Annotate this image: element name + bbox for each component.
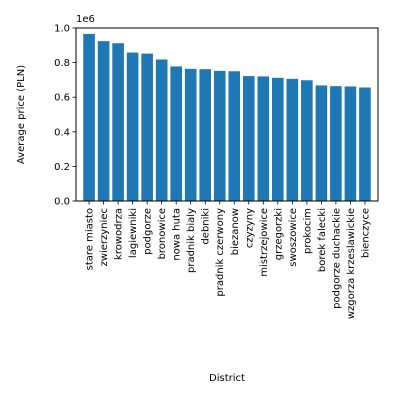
y-tick-label: 0.0 <box>54 197 70 208</box>
bar-bronowice <box>155 59 168 202</box>
bar-nowa-huta <box>170 66 182 201</box>
x-tick-label: stare miasto <box>85 208 96 270</box>
x-tick-label: wzgorza krzeslawickie <box>346 208 357 319</box>
y-axis-label: Average price (PLN) <box>16 65 27 164</box>
y-tick-label: 0.2 <box>54 162 70 173</box>
bar-czyzyny <box>242 76 255 201</box>
bar-wzgorza-krzeslawickie <box>344 86 357 201</box>
x-tick-label: podgorze duchackie <box>331 208 342 309</box>
x-tick-label: pradnik bialy <box>186 208 197 273</box>
x-tick-label: borek falecki <box>317 208 328 272</box>
x-tick-label: czyzyny <box>244 208 255 248</box>
bar-biezanow <box>228 71 241 201</box>
bar-prokocim <box>301 80 313 201</box>
bar-podgorze <box>141 53 153 201</box>
y-tick-label: 0.8 <box>54 58 70 69</box>
bar-pradnik-bialy <box>184 68 197 201</box>
y-tick-label: 0.4 <box>54 127 70 138</box>
bar-grzegorzki <box>272 77 284 201</box>
x-axis-label: District <box>209 373 245 384</box>
x-tick-label: podgorze <box>143 208 154 255</box>
x-tick-label: krowodrza <box>114 208 125 260</box>
bars-group <box>83 33 371 202</box>
x-tick-label: bienczyce <box>360 208 371 258</box>
x-tick-label: biezanow <box>230 208 241 255</box>
bar-borek-falecki <box>315 85 328 201</box>
y-tick-label: 1.0 <box>54 24 70 35</box>
bar-zwierzyniec <box>97 41 110 202</box>
x-tick-label: lagiewniki <box>128 208 139 258</box>
x-tick-label: bronowice <box>157 208 168 259</box>
x-tick-label: debniki <box>201 208 212 245</box>
x-tick-label: swoszowice <box>288 208 299 267</box>
bar-debniki <box>199 69 212 201</box>
bar-lagiewniki <box>126 52 139 201</box>
bar-pradnik-czerwony <box>213 70 226 202</box>
bar-bienczyce <box>359 87 371 201</box>
y-axis-offset-text: 1e6 <box>76 14 95 25</box>
x-tick-label: mistrzejowice <box>259 208 270 277</box>
x-tick-label: grzegorzki <box>273 208 284 260</box>
y-tick-label: 0.6 <box>54 93 70 104</box>
bar-podgorze-duchackie <box>330 86 342 201</box>
x-tick-label: nowa huta <box>172 208 183 261</box>
y-axis-ticks: 0.0 0.2 0.4 0.6 0.8 1.0 <box>54 24 76 208</box>
x-tick-label: prokocim <box>302 208 313 254</box>
bar-swoszowice <box>286 78 299 201</box>
plot-frame <box>75 27 379 202</box>
bar-mistrzejowice <box>257 76 270 201</box>
bar-stare-miasto <box>83 33 95 201</box>
x-tick-label: pradnik czerwony <box>215 208 226 297</box>
bar-krowodrza <box>112 43 124 201</box>
x-axis-ticks: stare miasto zwierzyniec krowodrza lagiewni… <box>85 201 371 319</box>
x-tick-label: zwierzyniec <box>99 208 110 266</box>
